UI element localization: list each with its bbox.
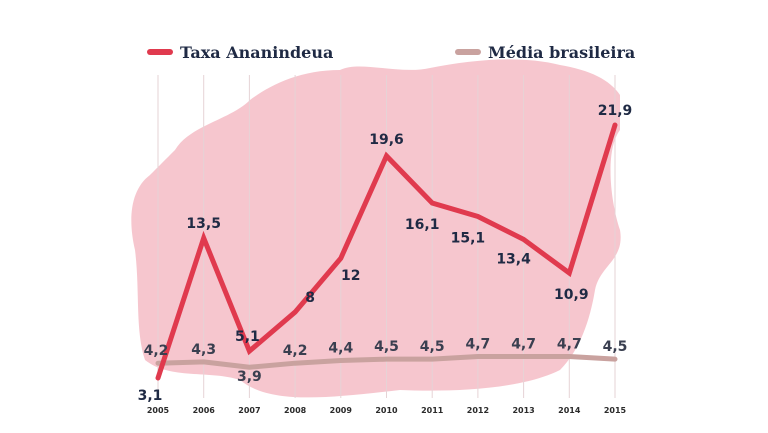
data-label-brasil-2006: 4,3: [191, 342, 216, 358]
point-brasil-2010: [386, 358, 387, 360]
point-ananindeua-2013: [523, 238, 525, 240]
point-ananindeua-2011: [431, 202, 433, 204]
data-label-brasil-2011: 4,5: [420, 339, 445, 355]
point-brasil-2015: [614, 358, 616, 360]
data-labels: 3,1 13,5 5,1 8 12 19,6 16,1 15,1 13,4 10,9 21,9 4,2…: [138, 103, 633, 404]
point-ananindeua-2007: [248, 350, 250, 352]
point-brasil-2011: [431, 358, 433, 360]
data-label-ananindeua-2013: 13,4: [496, 251, 531, 267]
data-label-brasil-2014: 4,7: [557, 336, 582, 352]
x-tick-label-2010: 2010: [375, 406, 398, 415]
data-label-brasil-2013: 4,7: [511, 336, 536, 352]
point-brasil-2009: [340, 360, 342, 362]
data-label-brasil-2007: 3,9: [237, 369, 262, 385]
legend-label-ananindeua: Taxa Ananindeua: [180, 43, 333, 62]
point-ananindeua-2014: [568, 272, 570, 274]
data-label-brasil-2005: 4,2: [144, 343, 169, 359]
data-label-ananindeua-2015: 21,9: [598, 103, 633, 119]
point-brasil-2012: [477, 355, 479, 357]
x-tick-label-2006: 2006: [193, 406, 216, 415]
x-axis-ticks: 2005 2006 2007 2008 2009 2010 2011 2012 2013 2014…: [147, 406, 627, 415]
data-label-ananindeua-2011: 16,1: [405, 217, 440, 233]
point-ananindeua-2006: [203, 237, 205, 239]
point-ananindeua-2010: [386, 155, 387, 157]
point-brasil-2007: [248, 366, 250, 368]
point-brasil-2013: [523, 355, 525, 357]
data-label-ananindeua-2014: 10,9: [554, 287, 589, 303]
data-label-ananindeua-2007: 5,1: [235, 329, 260, 345]
legend: Taxa Ananindeua Média brasileira: [147, 43, 635, 62]
point-ananindeua-2005: [157, 377, 159, 379]
x-tick-label-2011: 2011: [421, 406, 444, 415]
point-ananindeua-2008: [294, 311, 296, 313]
background-blob-2: [190, 96, 603, 346]
x-tick-label-2014: 2014: [558, 406, 581, 415]
point-ananindeua-2012: [477, 216, 479, 218]
x-tick-label-2013: 2013: [512, 406, 534, 415]
data-label-ananindeua-2010: 19,6: [369, 132, 404, 148]
data-label-brasil-2010: 4,5: [374, 339, 399, 355]
data-label-brasil-2015: 4,5: [603, 339, 628, 355]
x-tick-label-2005: 2005: [147, 406, 170, 415]
x-tick-label-2009: 2009: [330, 406, 353, 415]
legend-label-brasil: Média brasileira: [488, 43, 635, 62]
point-brasil-2006: [203, 361, 205, 363]
data-label-ananindeua-2009: 12: [341, 268, 360, 284]
point-brasil-2005: [157, 362, 159, 364]
point-ananindeua-2009: [340, 257, 342, 259]
data-label-ananindeua-2012: 15,1: [451, 231, 486, 247]
point-ananindeua-2015: [614, 124, 616, 126]
x-tick-label-2007: 2007: [238, 406, 260, 415]
data-label-ananindeua-2005: 3,1: [138, 388, 163, 404]
series-lines: [155, 122, 618, 381]
x-tick-label-2015: 2015: [604, 406, 627, 415]
data-label-brasil-2008: 4,2: [283, 343, 308, 359]
point-brasil-2014: [568, 355, 570, 357]
watercolor-background: [131, 59, 621, 398]
data-label-brasil-2009: 4,4: [328, 341, 353, 357]
x-tick-label-2012: 2012: [467, 406, 489, 415]
x-tick-label-2008: 2008: [284, 406, 307, 415]
data-label-ananindeua-2006: 13,5: [186, 216, 221, 232]
data-label-ananindeua-2008: 8: [305, 290, 315, 306]
data-label-brasil-2012: 4,7: [465, 336, 490, 352]
point-brasil-2008: [294, 362, 296, 364]
